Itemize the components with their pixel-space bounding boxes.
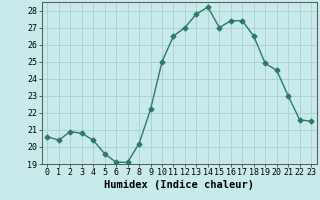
X-axis label: Humidex (Indice chaleur): Humidex (Indice chaleur) [104,180,254,190]
